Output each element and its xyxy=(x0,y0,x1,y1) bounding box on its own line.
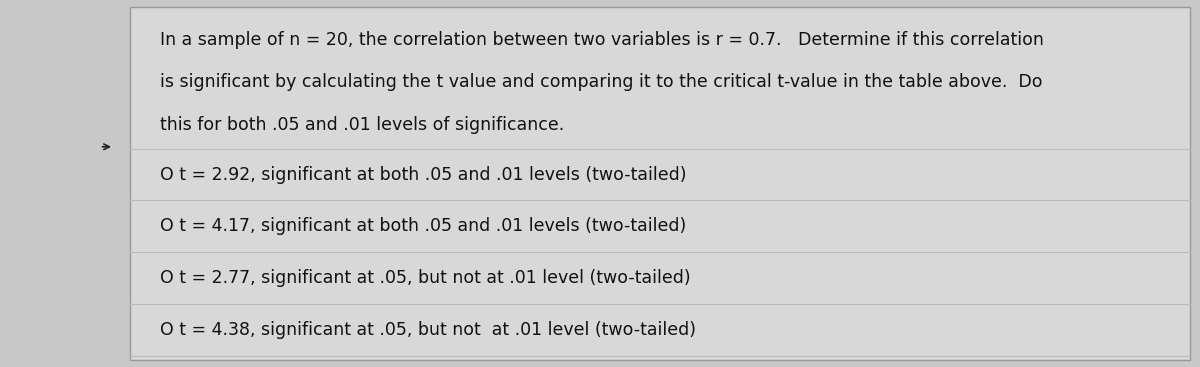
Text: is significant by calculating the t value and comparing it to the critical t-val: is significant by calculating the t valu… xyxy=(160,73,1042,91)
Text: O t = 2.77, significant at .05, but not at .01 level (two-tailed): O t = 2.77, significant at .05, but not … xyxy=(160,269,690,287)
Text: In a sample of n = 20, the correlation between two variables is r = 0.7.   Deter: In a sample of n = 20, the correlation b… xyxy=(160,31,1044,49)
Text: this for both .05 and .01 levels of significance.: this for both .05 and .01 levels of sign… xyxy=(160,116,564,134)
Text: O t = 2.92, significant at both .05 and .01 levels (two-tailed): O t = 2.92, significant at both .05 and … xyxy=(160,166,686,184)
Text: O t = 4.17, significant at both .05 and .01 levels (two-tailed): O t = 4.17, significant at both .05 and … xyxy=(160,217,686,235)
Text: O t = 4.38, significant at .05, but not  at .01 level (two-tailed): O t = 4.38, significant at .05, but not … xyxy=(160,321,696,339)
FancyBboxPatch shape xyxy=(130,7,1190,360)
